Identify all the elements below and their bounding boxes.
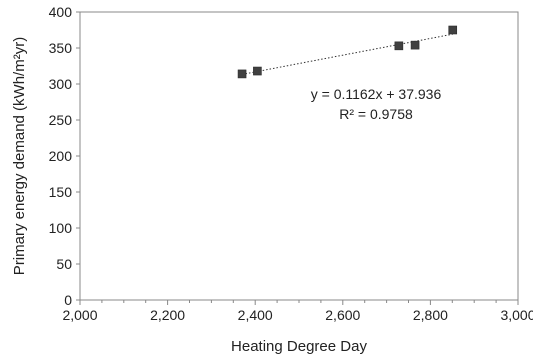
data-point <box>448 25 458 35</box>
x-tick-label: 2,200 <box>150 307 185 323</box>
trendline-layer <box>241 33 453 75</box>
y-tick-label: 200 <box>49 148 73 164</box>
y-tick-label: 50 <box>56 256 72 272</box>
trend-equation: y = 0.1162x + 37.936 <box>311 86 442 102</box>
y-tick-label: 350 <box>49 40 73 56</box>
y-axis-title: Primary energy demand (kWh/m²yr) <box>11 37 28 275</box>
y-tick-label: 100 <box>49 220 73 236</box>
x-axis-ticks: 2,000 2,200 2,400 2,600 2,800 3,000 <box>62 300 533 323</box>
y-tick-label: 150 <box>49 184 73 200</box>
data-point <box>410 40 420 50</box>
r-squared-label: R² = 0.9758 <box>339 106 413 122</box>
data-point <box>253 66 262 76</box>
y-tick-label: 300 <box>49 76 73 92</box>
y-axis-ticks: 0 50 100 150 200 250 300 350 400 <box>49 4 80 308</box>
x-tick-label: 2,000 <box>62 307 97 323</box>
x-tick-label: 3,000 <box>500 307 533 323</box>
plot-area <box>79 11 519 301</box>
x-tick-label: 2,800 <box>413 307 448 323</box>
x-tick-label: 2,400 <box>238 307 273 323</box>
data-point <box>237 69 247 79</box>
y-tick-label: 250 <box>49 112 73 128</box>
data-point <box>394 41 404 51</box>
y-tick-label: 0 <box>64 292 72 308</box>
data-points-layer <box>237 25 458 79</box>
y-tick-label: 400 <box>49 4 73 20</box>
x-tick-label: 2,600 <box>325 307 360 323</box>
x-axis-title: Heating Degree Day <box>231 338 367 355</box>
trendline <box>241 33 453 75</box>
